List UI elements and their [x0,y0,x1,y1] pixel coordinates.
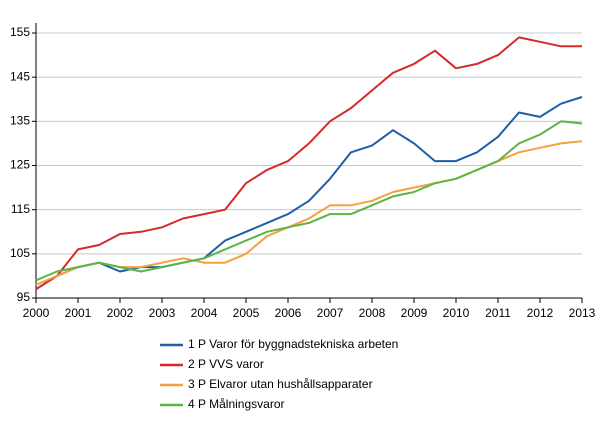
x-tick-label: 2006 [275,306,302,320]
x-tick-label: 2004 [191,306,218,320]
y-tick-label: 135 [10,114,30,128]
series-line [35,120,583,282]
y-tick-label: 105 [10,246,30,260]
y-tick-label: 115 [11,202,30,216]
x-tick-label: 2008 [359,306,386,320]
x-tick-label: 2003 [149,306,176,320]
legend-label: 4 P Målningsvaror [188,397,285,411]
x-tick-label: 2007 [317,306,344,320]
series-line [35,140,583,286]
x-tick-label: 2011 [485,306,511,320]
legend-label: 2 P VVS varor [188,357,264,371]
series-line [35,96,583,291]
x-tick-label: 2012 [527,306,554,320]
legend-label: 1 P Varor för byggnadstekniska arbeten [188,337,398,351]
x-tick-label: 2002 [107,306,134,320]
y-tick-label: 145 [10,69,30,83]
x-tick-label: 2000 [23,306,50,320]
x-tick-label: 2001 [65,306,92,320]
x-tick-label: 2005 [233,306,260,320]
y-tick-label: 125 [10,158,30,172]
y-tick-label: 155 [10,25,30,39]
x-tick-label: 2009 [401,306,428,320]
x-tick-label: 2010 [443,306,470,320]
legend-label: 3 P Elvaror utan hushållsapparater [188,377,373,391]
series-line [35,36,582,291]
x-tick-label: 2013 [569,306,596,320]
y-tick-label: 95 [17,290,31,304]
